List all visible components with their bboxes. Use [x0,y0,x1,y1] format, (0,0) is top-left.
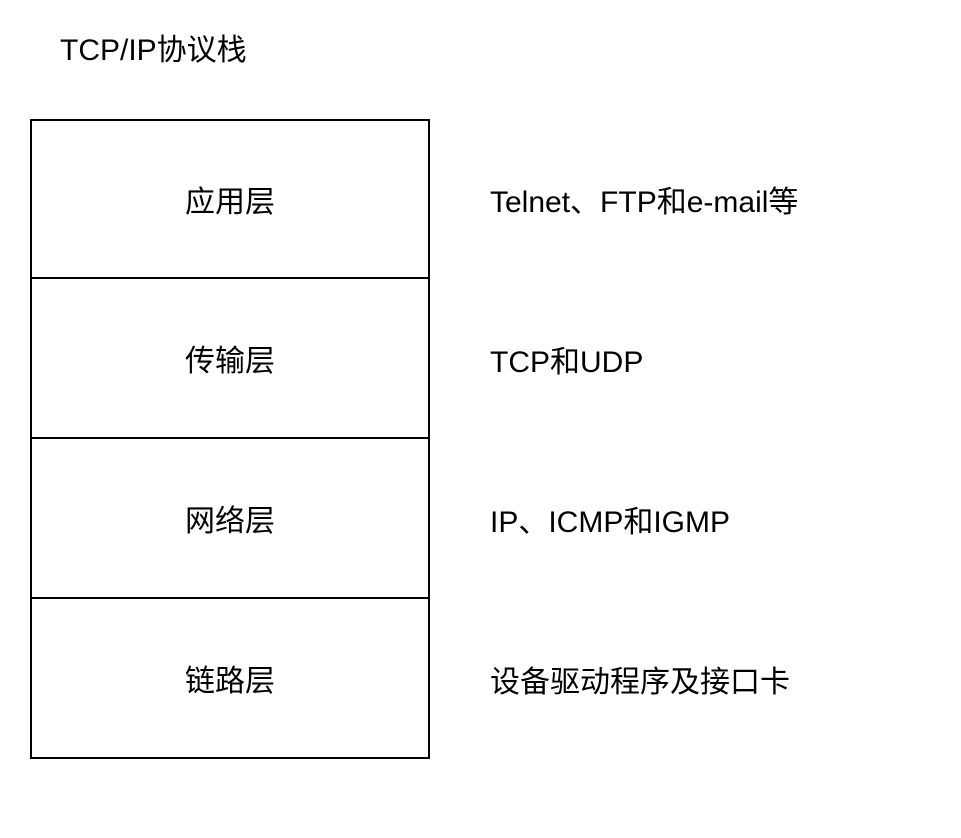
layer-row: 应用层 Telnet、FTP和e-mail等 [30,119,931,279]
layer-stack: 应用层 Telnet、FTP和e-mail等 传输层 TCP和UDP 网络层 I… [30,119,931,759]
layer-name: 链路层 [185,656,275,700]
layer-box-network: 网络层 [30,439,430,599]
layer-description: 设备驱动程序及接口卡 [490,657,790,701]
layer-box-application: 应用层 [30,119,430,279]
layer-box-link: 链路层 [30,599,430,759]
diagram-title: TCP/IP协议栈 [60,25,931,69]
layer-description: TCP和UDP [490,337,643,381]
layer-name: 网络层 [185,496,275,540]
layer-box-transport: 传输层 [30,279,430,439]
layer-row: 传输层 TCP和UDP [30,279,931,439]
layer-description: Telnet、FTP和e-mail等 [490,177,798,221]
layer-name: 传输层 [185,336,275,380]
layer-name: 应用层 [185,177,275,221]
layer-row: 网络层 IP、ICMP和IGMP [30,439,931,599]
layer-row: 链路层 设备驱动程序及接口卡 [30,599,931,759]
layer-description: IP、ICMP和IGMP [490,497,730,541]
